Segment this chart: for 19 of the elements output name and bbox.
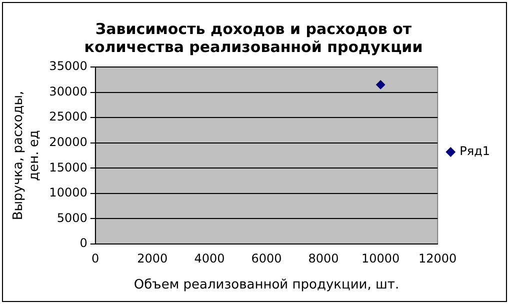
x-tick-label: 10000 [361,251,400,266]
y-axis-title: Выручка, расходы, ден. ед [11,90,42,220]
y-tick-label: 0 [80,236,88,250]
y-tick-label: 15000 [49,160,88,174]
chart-title: Зависимость доходов и расходов от количества реализованной продукции [84,20,423,56]
x-tick-label: 2000 [137,251,168,266]
y-tick-label: 5000 [56,210,88,225]
x-tick-label: 4000 [194,251,225,266]
legend-label: Ряд1 [460,144,490,158]
y-tick-label: 30000 [49,84,88,98]
y-tick-label: 35000 [49,59,88,74]
x-axis-title: Объем реализованной продукции, шт. [134,278,400,293]
y-tick-label: 25000 [49,110,88,124]
x-tick-label: 8000 [308,251,339,266]
x-tick-label: 6000 [251,251,282,266]
y-tick-label: 20000 [49,134,88,149]
y-tick-label: 10000 [49,186,88,200]
x-tick-label: 12000 [418,251,457,266]
x-tick-label: 0 [92,251,100,266]
